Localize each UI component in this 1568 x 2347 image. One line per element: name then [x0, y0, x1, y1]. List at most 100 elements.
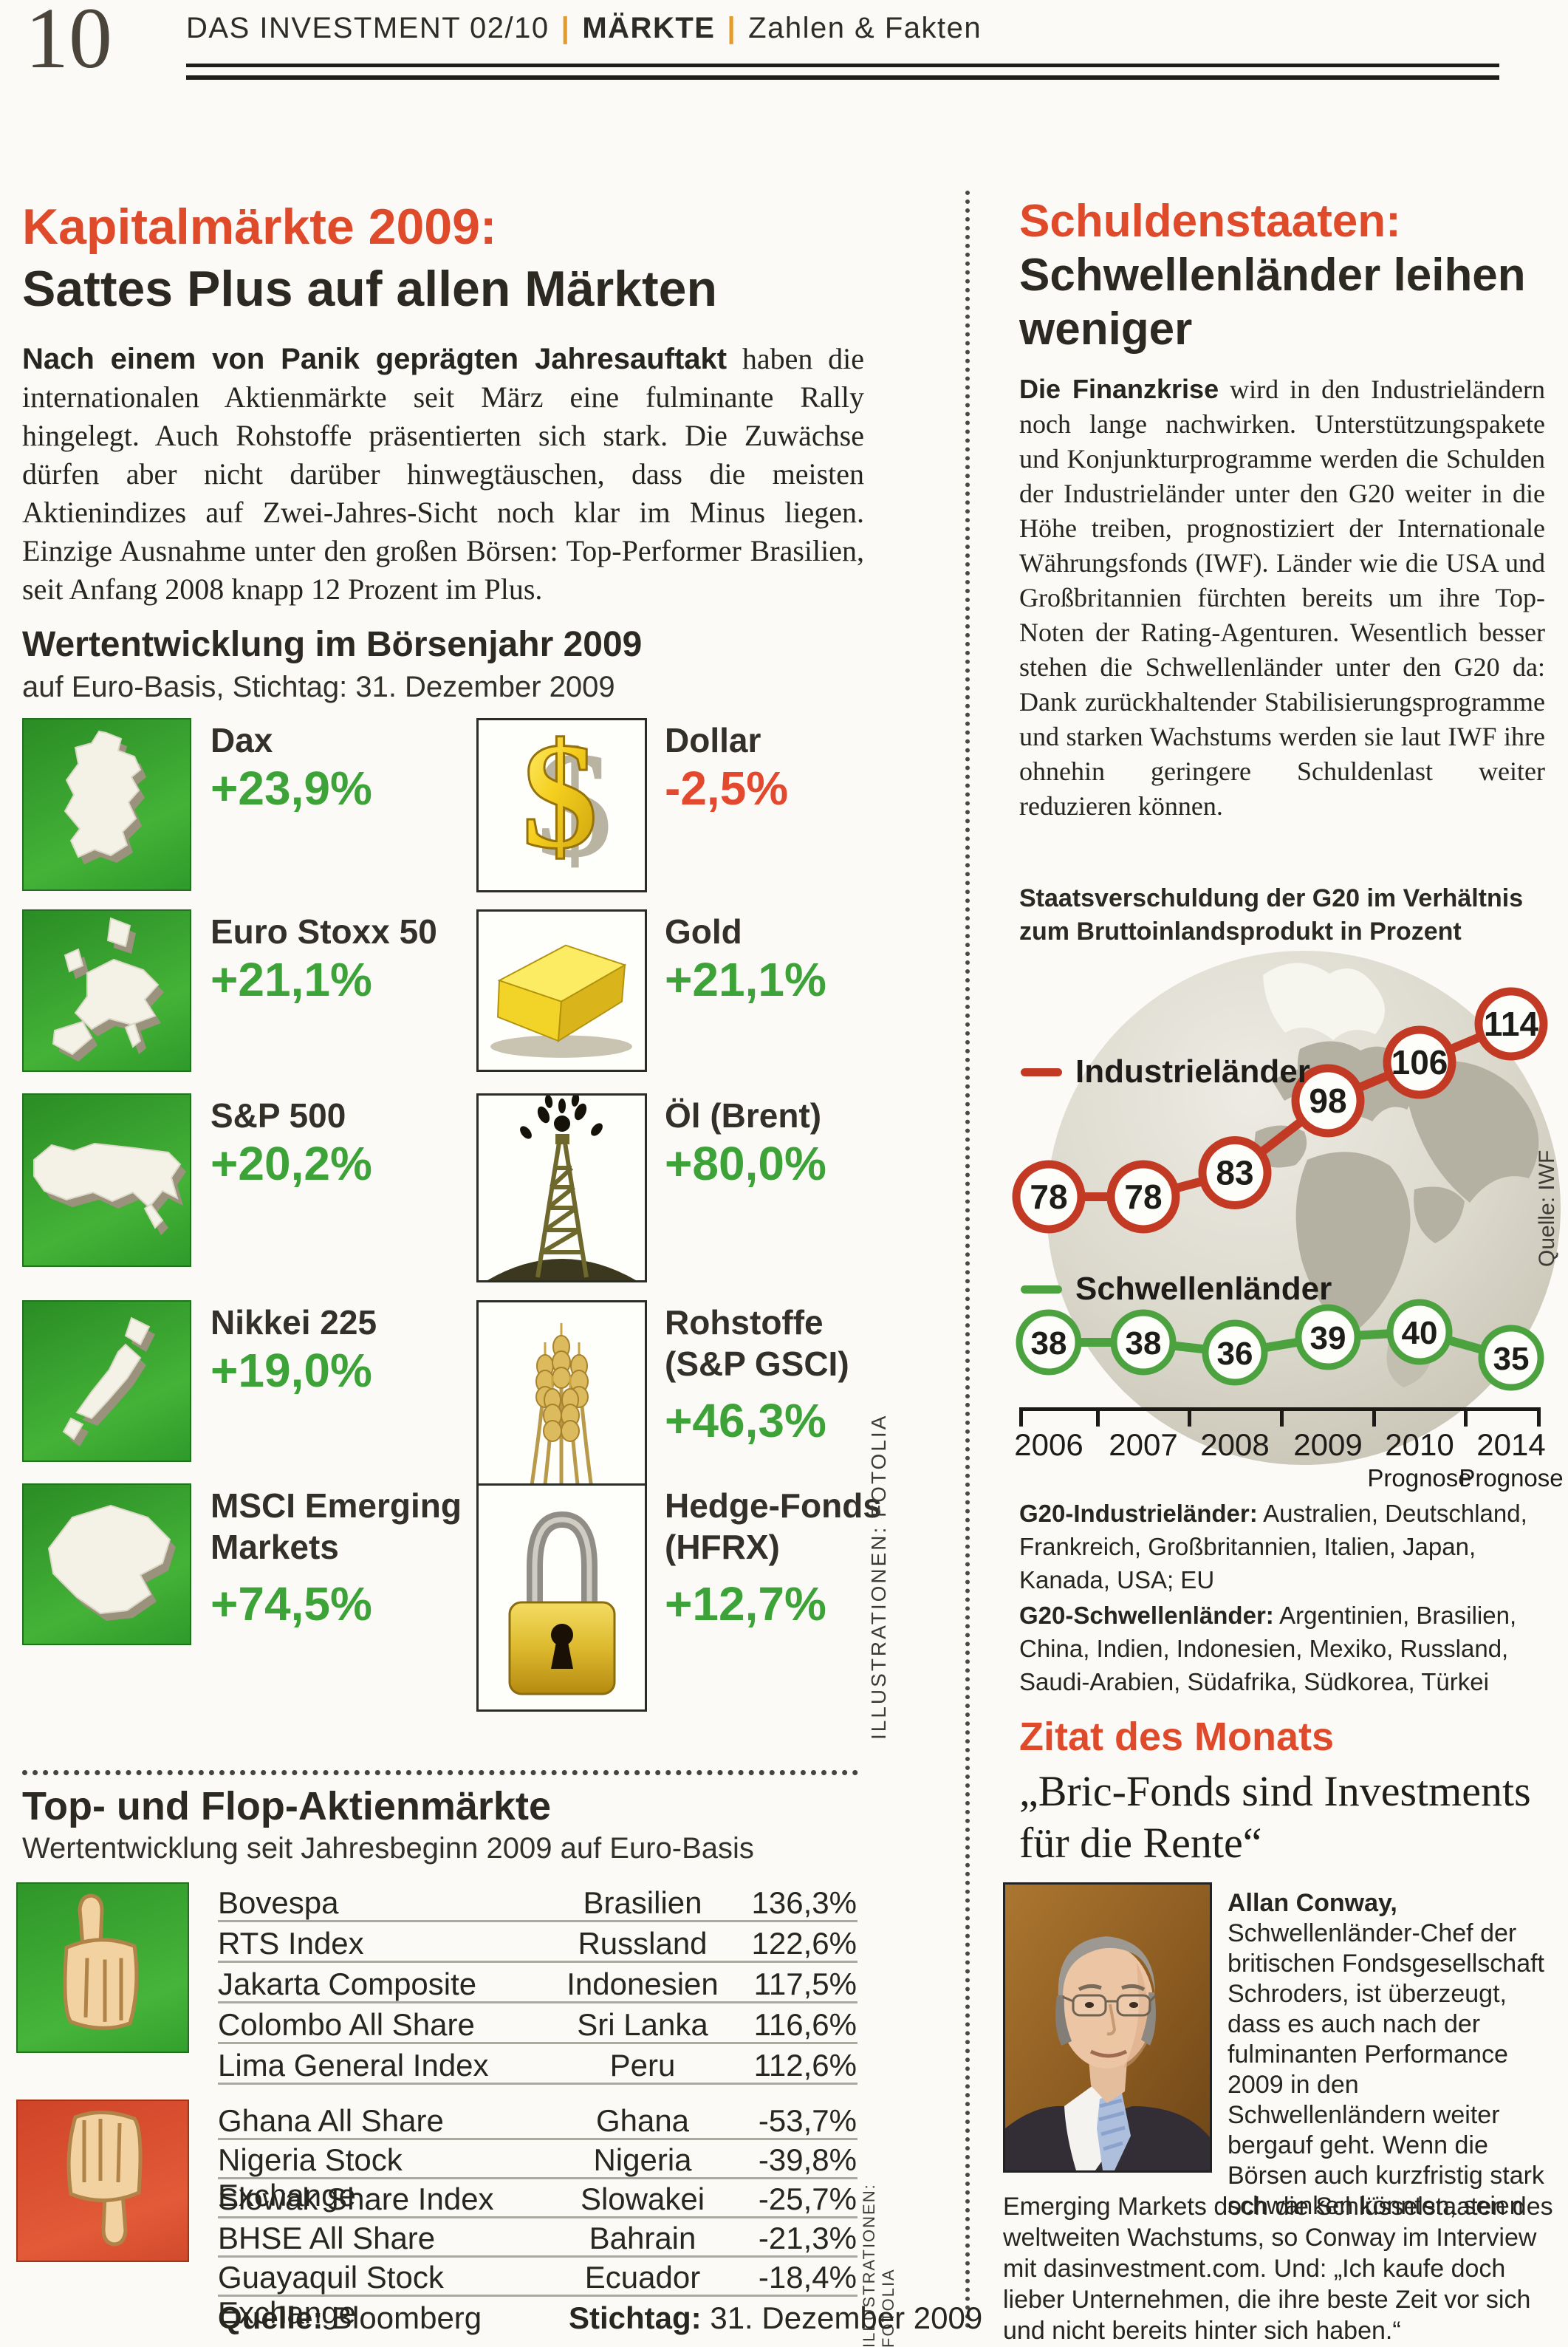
- quote-bio-below-photo: Emerging Markets doch die Schlüsselstaat…: [1003, 2193, 1553, 2345]
- source-value: Bloomberg: [323, 2300, 482, 2335]
- market-label: Euro Stoxx 50: [210, 912, 437, 951]
- quote-bio-text: Schwellenländer-Chef der britischen Fond…: [1228, 1919, 1545, 2220]
- table-row-index: Bovespa: [218, 1885, 339, 1920]
- axis-tick: [1019, 1407, 1023, 1427]
- market-value: +19,0%: [210, 1344, 372, 1397]
- market-value: +21,1%: [210, 953, 372, 1006]
- chart-node: [1202, 1319, 1268, 1386]
- market-label: Dollar: [665, 721, 761, 759]
- chart-node-value: 40: [1402, 1315, 1438, 1351]
- table-source: Quelle: Bloomberg: [218, 2300, 482, 2336]
- chart-node-value: 39: [1310, 1320, 1346, 1356]
- chart-node-value: 114: [1484, 1005, 1539, 1043]
- table-row-index: Lima General Index: [218, 2048, 489, 2083]
- legend-industrial: Industrieländer: [1021, 1053, 1310, 1090]
- china-map-icon: [22, 1483, 191, 1645]
- gold-bar-icon: [476, 909, 647, 1072]
- table-row-country: Peru: [609, 2048, 676, 2083]
- oil-derrick-icon: [476, 1093, 647, 1282]
- header-rule-bottom: [186, 75, 1499, 80]
- market-label: Öl (Brent): [665, 1096, 822, 1135]
- chart-node: [1012, 1160, 1086, 1234]
- table-row-value: -25,7%: [758, 2182, 857, 2216]
- market-value: -2,5%: [665, 762, 789, 815]
- right-article-kicker: Schuldenstaaten:: [1019, 196, 1401, 247]
- table-row-divider: [218, 1920, 857, 1922]
- table-row-country: Bahrain: [589, 2221, 696, 2255]
- source-label: Quelle:: [218, 2300, 323, 2335]
- axis-tick: [1537, 1407, 1541, 1427]
- table-row-divider: [218, 2001, 857, 2003]
- table-row-value: -39,8%: [758, 2142, 857, 2177]
- dotted-divider-horizontal: [22, 1770, 858, 1775]
- g20-industrial-label: G20-Industrieländer:: [1019, 1500, 1258, 1527]
- chart-node: [1016, 1309, 1082, 1376]
- axis-year-label: 2009: [1293, 1427, 1363, 1462]
- table-row-divider: [218, 1961, 857, 1963]
- thumbs-down-icon: [16, 2100, 189, 2262]
- right-article-text: wird in den Industrieländern noch lange …: [1019, 375, 1546, 821]
- market-value: +80,0%: [665, 1137, 826, 1190]
- table-row-divider: [218, 2083, 857, 2085]
- europe-map-icon: [22, 909, 191, 1072]
- table-row-divider: [218, 2138, 857, 2140]
- axis-year-label: 2006: [1014, 1427, 1083, 1462]
- table-row-country: Indonesien: [566, 1967, 719, 2001]
- chart-series: 78 78 83 98 106 114 38 38 36 39 40 35: [1012, 987, 1548, 1391]
- chart-node-value: 98: [1309, 1082, 1346, 1120]
- axis-prognose-label: Prognose: [1459, 1464, 1564, 1492]
- table-row-divider: [218, 2255, 857, 2258]
- chart-node-value: 78: [1124, 1178, 1162, 1216]
- date-label: Stichtag:: [569, 2300, 702, 2335]
- table-row-index: Jakarta Composite: [218, 1967, 477, 2001]
- left-article-body: Nach einem von Panik geprägten Jahresauf…: [22, 340, 864, 609]
- legend-label: Industrieländer: [1075, 1053, 1310, 1090]
- chart-node-value: 38: [1031, 1325, 1067, 1362]
- svg-text:$: $: [537, 720, 613, 889]
- left-article-text: haben die internationalen Aktienmärkte s…: [22, 342, 865, 606]
- stock-table-title: Top- und Flop-Aktienmärkte: [22, 1784, 551, 1828]
- left-article-lead: Nach einem von Panik geprägten Jahresauf…: [22, 343, 727, 375]
- chart-source: Quelle: IWF: [1535, 1149, 1559, 1267]
- table-row-index: Guayaquil Stock Exchange: [218, 2260, 444, 2330]
- axis-prognose-label: Prognose: [1367, 1464, 1472, 1492]
- quote-author: Allan Conway,: [1228, 1889, 1397, 1917]
- debt-chart: 78 78 83 98 106 114 38 38 36 39 40 35 Industrieländ…: [982, 946, 1564, 1514]
- chart-node-value: 78: [1030, 1178, 1067, 1216]
- legend-emerging: Schwellenländer: [1021, 1271, 1332, 1308]
- table-row-value: 116,6%: [753, 2007, 857, 2042]
- table-row-value: 122,6%: [751, 1926, 857, 1961]
- table-row-index: Nigeria Stock Exchange: [218, 2142, 403, 2213]
- chart-node-value: 83: [1216, 1154, 1253, 1192]
- table-row-country: Brasilien: [583, 1885, 702, 1920]
- table-row-index: BHSE All Share: [218, 2221, 436, 2255]
- germany-map-icon: [22, 718, 191, 891]
- table-row-country: Slowakei: [580, 2182, 705, 2216]
- legend-label: Schwellenländer: [1075, 1271, 1332, 1307]
- chart-node: [1291, 1064, 1365, 1138]
- legend-dash-icon: [1021, 1285, 1062, 1294]
- right-article-body: Die Finanzkrise wird in den Industrielän…: [1019, 372, 1545, 824]
- g20-industrial-list: G20-Industrieländer: Australien, Deutsch…: [1019, 1497, 1566, 1596]
- portrait-illustration: [1005, 1885, 1210, 2170]
- table-row-value: 117,5%: [753, 1967, 857, 2001]
- axis-tick: [1372, 1407, 1376, 1427]
- chart-node: [1383, 1025, 1456, 1099]
- section-label: MÄRKTE: [582, 12, 716, 44]
- market-value: +21,1%: [665, 953, 826, 1006]
- pipe-separator: |: [561, 12, 571, 44]
- table-row-divider: [218, 2177, 857, 2179]
- chart-node-value: 106: [1391, 1043, 1448, 1082]
- quote-kicker: Zitat des Monats: [1019, 1715, 1335, 1759]
- axis-tick: [1096, 1407, 1100, 1427]
- subsection-label: Zahlen & Fakten: [748, 12, 982, 44]
- header-rule-top: [186, 64, 1499, 67]
- right-article-title: Schwellenländer leihen weniger: [1019, 250, 1526, 355]
- table-row-index: Slowak Share Index: [218, 2182, 494, 2216]
- dollar-sign-icon: $ $: [476, 710, 647, 892]
- chart-node: [1474, 987, 1548, 1061]
- usa-map-icon: [22, 1093, 191, 1267]
- g20-emerging-countries: Argentinien, Brasilien, China, Indien, I…: [1019, 1602, 1517, 1695]
- axis-year-label: 2007: [1109, 1427, 1178, 1462]
